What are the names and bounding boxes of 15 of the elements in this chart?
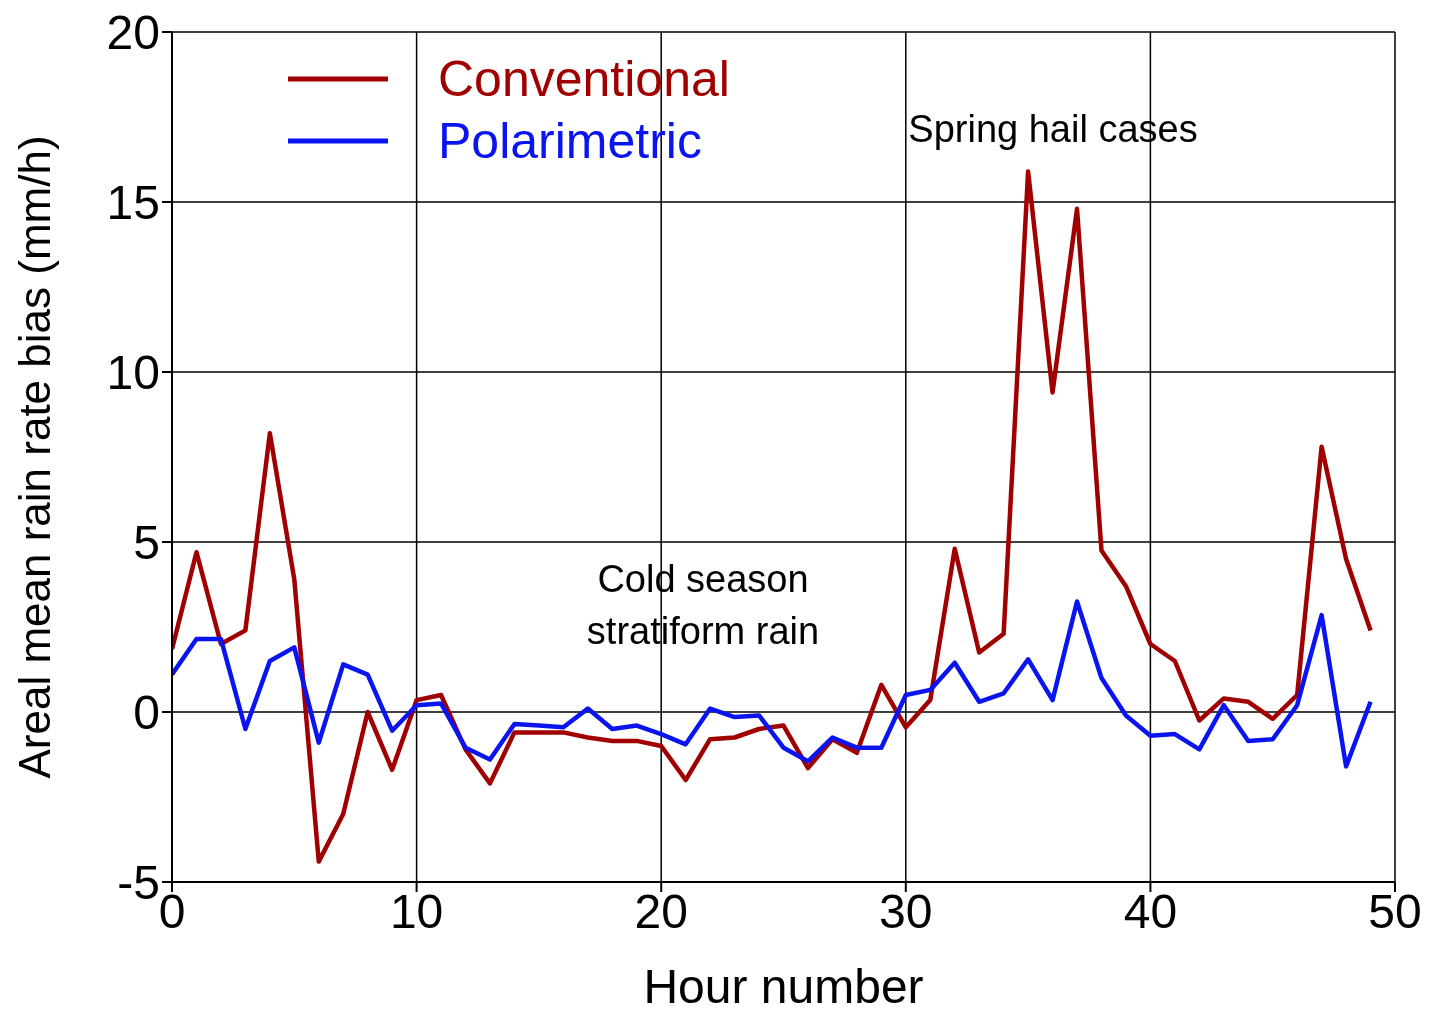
x-tick-label: 30 <box>879 885 933 939</box>
y-tick-label: 20 <box>106 6 160 60</box>
y-tick-label: 5 <box>133 516 160 570</box>
x-tick-label: 40 <box>1123 885 1178 939</box>
y-tick-label: 0 <box>133 686 160 740</box>
line-series <box>172 169 1373 864</box>
x-tick-label: 10 <box>389 885 444 939</box>
y-axis-title: Areal mean rain rate bias (mm/h) <box>10 135 59 779</box>
line-series <box>172 599 1373 769</box>
x-tick-label: 20 <box>634 885 688 939</box>
y-tick-label: 10 <box>106 346 160 400</box>
x-axis-title: Hour number <box>643 960 924 1011</box>
y-tick-label: 15 <box>106 176 160 230</box>
x-tick-label: 50 <box>1368 885 1422 939</box>
y-tick-label: -5 <box>117 856 160 910</box>
